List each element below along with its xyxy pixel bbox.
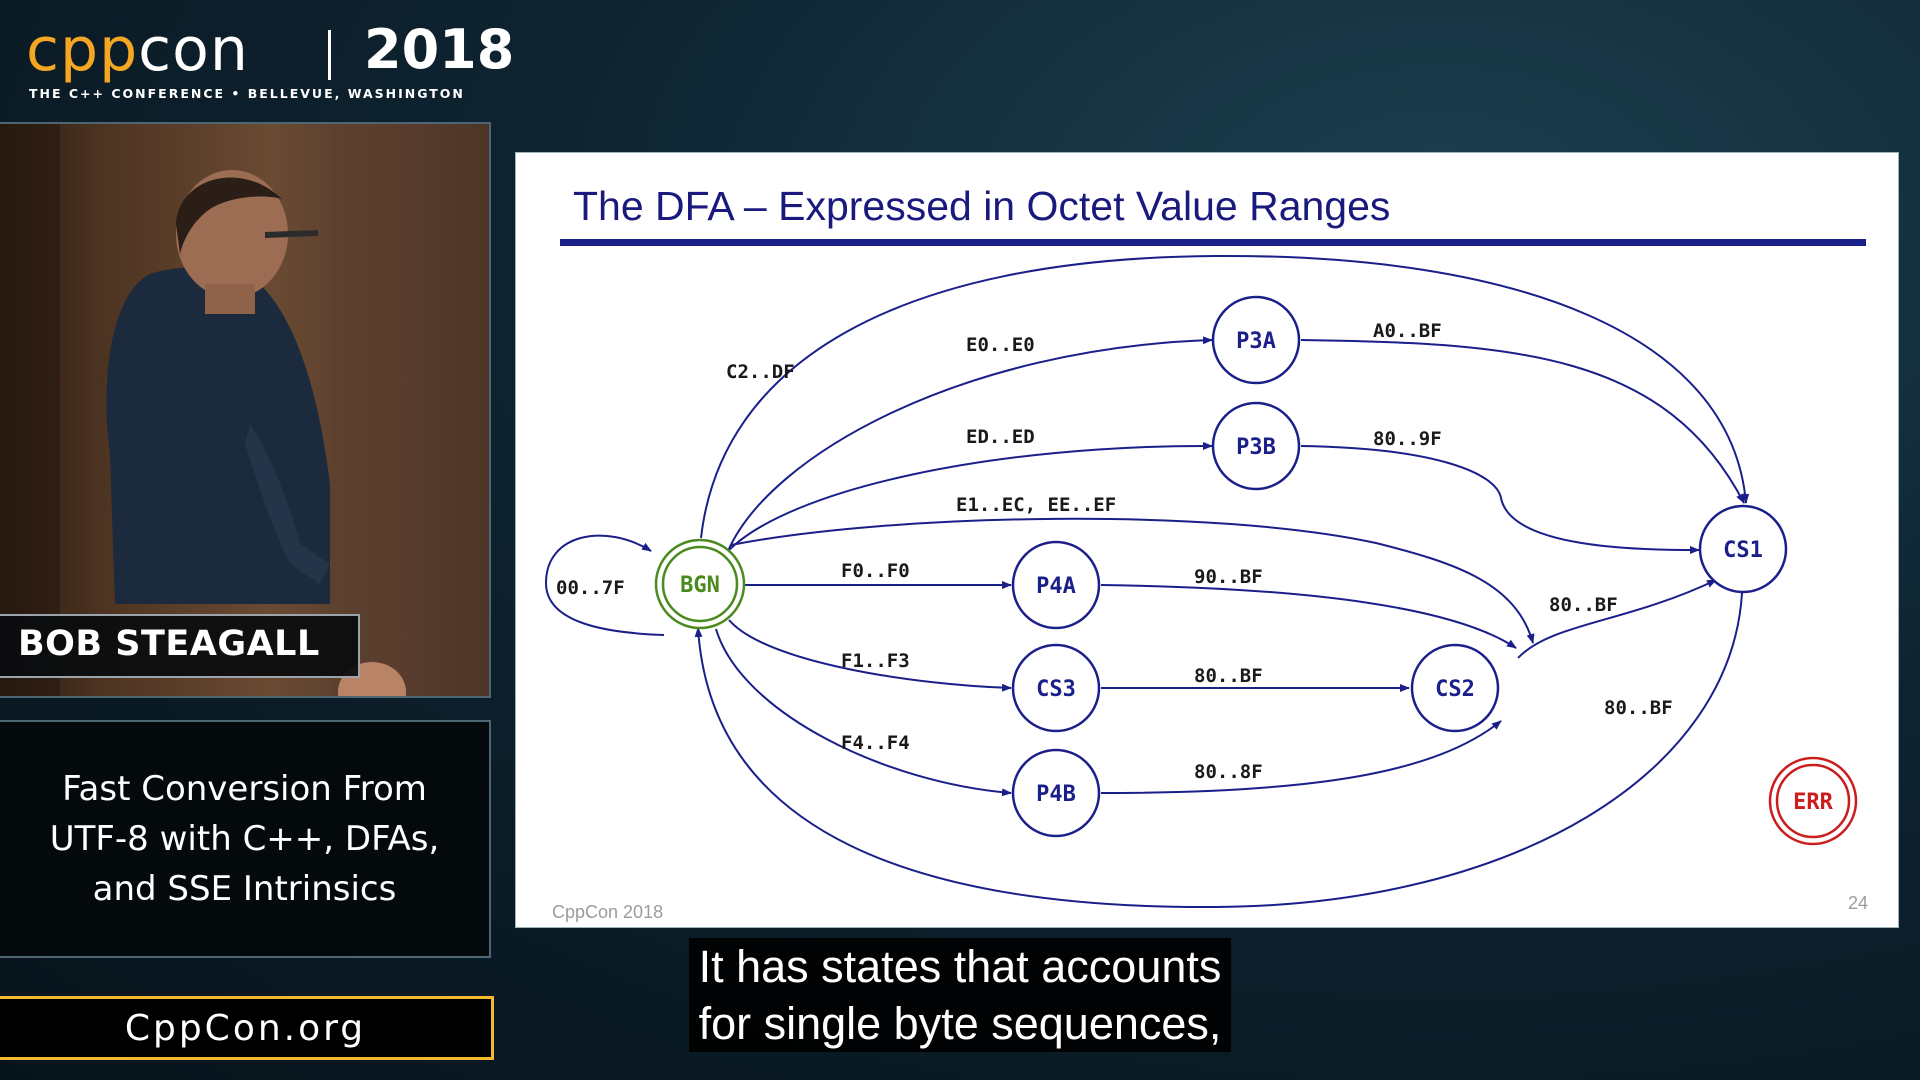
subtitle-line: It has states that accounts	[688, 938, 1232, 995]
edge-bgn-cs1	[700, 254, 1750, 539]
state-p4b: P4B	[1011, 748, 1101, 838]
state-label: BGN	[680, 573, 720, 598]
talk-title-line: UTF-8 with C++, DFAs,	[49, 819, 440, 859]
edge-p3b-cs1	[1300, 445, 1700, 554]
state-bgn: BGN	[654, 538, 746, 630]
cppcon-logo: cppcon 2018 THE C++ CONFERENCE • BELLEVU…	[26, 12, 514, 102]
subtitles: It has states that accounts for single b…	[0, 938, 1920, 1052]
edge-label: A0..BF	[1373, 320, 1442, 342]
state-label: CS2	[1435, 677, 1475, 702]
edge-label: 80..BF	[1604, 697, 1673, 719]
edge-p3a-cs1	[1300, 339, 1745, 504]
title-underline	[560, 239, 1866, 246]
state-cs1: CS1	[1698, 504, 1788, 594]
edge-label: 00..7F	[556, 577, 625, 599]
logo-suffix: con	[138, 15, 249, 85]
edge-p4b-cs2	[1100, 720, 1502, 794]
edge-label: E0..E0	[966, 334, 1035, 356]
state-cs2: CS2	[1410, 643, 1500, 733]
state-err: ERR	[1768, 756, 1858, 846]
state-label: CS1	[1723, 538, 1763, 563]
talk-title: Fast Conversion From UTF-8 with C++, DFA…	[25, 764, 465, 914]
edge-bgn-p3a	[727, 336, 1213, 552]
site-url: CppCon.org	[124, 1007, 367, 1049]
talk-title-line: and SSE Intrinsics	[92, 869, 397, 909]
edge-label: F4..F4	[841, 732, 910, 754]
edge-label: 80..8F	[1194, 761, 1263, 783]
state-label: P3B	[1236, 435, 1276, 460]
edge-bgn-bgn	[544, 534, 665, 636]
edge-label: F1..F3	[841, 650, 910, 672]
edge-bgn-p4b	[715, 628, 1012, 797]
state-p3a: P3A	[1211, 295, 1301, 385]
edge-label: 80..BF	[1194, 665, 1263, 687]
logo-tagline: THE C++ CONFERENCE • BELLEVUE, WASHINGTO…	[29, 86, 465, 101]
logo-wordmark: cppcon	[26, 12, 249, 88]
state-label: P3A	[1236, 329, 1276, 354]
logo-prefix: cpp	[26, 15, 139, 85]
logo-separator	[328, 30, 331, 80]
speaker-silhouette	[0, 124, 489, 696]
slide-number: 24	[1847, 893, 1868, 913]
edge-cs1-bgn	[694, 592, 1743, 909]
logo-year: 2018	[364, 18, 515, 81]
edge-cs2-cs1	[1517, 579, 1717, 659]
state-cs3: CS3	[1011, 643, 1101, 733]
edge-label: ED..ED	[966, 426, 1035, 448]
edge-label: F0..F0	[841, 560, 910, 582]
presentation-slide: The DFA – Expressed in Octet Value Range…	[515, 152, 1899, 928]
edge-label: E1..EC, EE..EF	[956, 494, 1116, 516]
edge-bgn-cs2	[730, 517, 1535, 644]
state-p4a: P4A	[1011, 540, 1101, 630]
talk-title-line: Fast Conversion From	[62, 769, 427, 809]
state-label: ERR	[1793, 790, 1833, 815]
speaker-name-plate: BOB STEAGALL	[0, 614, 360, 678]
edge-label: 80..9F	[1373, 428, 1442, 450]
talk-title-box: Fast Conversion From UTF-8 with C++, DFA…	[0, 720, 491, 958]
edge-label: 90..BF	[1194, 566, 1263, 588]
state-label: P4B	[1036, 782, 1076, 807]
edge-p4a-cs2	[1100, 584, 1517, 649]
state-p3b: P3B	[1211, 401, 1301, 491]
site-url-box: CppCon.org	[0, 996, 494, 1060]
dfa-diagram: 00..7F C2..DF E0..E0 ED..ED E1..EC, EE..…	[544, 254, 1858, 909]
slide-footer: CppCon 2018	[552, 902, 664, 922]
edge-bgn-p3b	[727, 441, 1213, 552]
edge-label: C2..DF	[726, 361, 795, 383]
edge-bgn-cs3	[728, 619, 1012, 692]
state-label: CS3	[1036, 677, 1076, 702]
speaker-video: BOB STEAGALL	[0, 122, 491, 698]
state-label: P4A	[1036, 574, 1076, 599]
subtitle-line: for single byte sequences,	[688, 995, 1232, 1052]
slide-title: The DFA – Expressed in Octet Value Range…	[573, 183, 1391, 229]
speaker-name: BOB STEAGALL	[18, 624, 320, 664]
edge-label: 80..BF	[1549, 594, 1618, 616]
